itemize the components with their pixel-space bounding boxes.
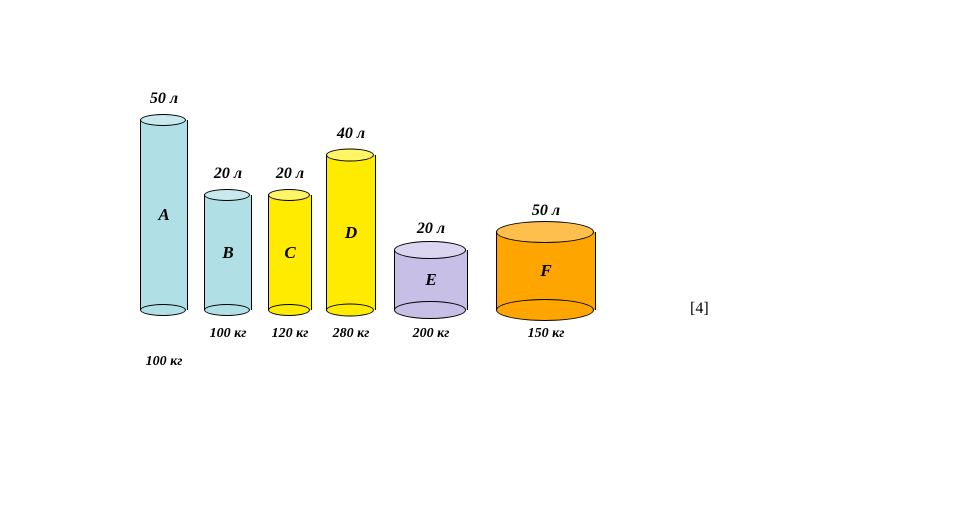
mass-label: 280 кг bbox=[326, 326, 376, 342]
cylinder-f: 50 лF150 кг bbox=[496, 232, 596, 310]
cylinder-bottom-ellipse bbox=[326, 304, 374, 317]
mass-label: 200 кг bbox=[394, 326, 468, 342]
cylinder-body: C bbox=[268, 195, 312, 310]
annotation-marker: [4] bbox=[690, 300, 709, 318]
volume-label: 20 л bbox=[394, 220, 468, 238]
cylinder-top-ellipse bbox=[140, 114, 186, 126]
cylinder-bottom-ellipse bbox=[496, 299, 594, 321]
cylinder-letter: B bbox=[222, 243, 233, 263]
cylinder-b: 20 лB100 кг bbox=[204, 195, 252, 310]
cylinder-top-ellipse bbox=[394, 241, 466, 259]
cylinder-top-ellipse bbox=[496, 221, 594, 243]
mass-label: 100 кг bbox=[140, 354, 188, 370]
mass-label: 150 кг bbox=[496, 326, 596, 342]
cylinder-top-ellipse bbox=[326, 149, 374, 162]
cylinder-diagram: 50 лA100 кг20 лB100 кг20 лC120 кг40 лD28… bbox=[140, 80, 670, 350]
cylinder-top-ellipse bbox=[204, 189, 250, 201]
cylinder-body: E bbox=[394, 250, 468, 310]
cylinder-body: A bbox=[140, 120, 188, 310]
cylinder-letter: A bbox=[158, 205, 169, 225]
cylinder-letter: F bbox=[540, 261, 551, 281]
cylinder-bottom-ellipse bbox=[204, 304, 250, 316]
volume-label: 40 л bbox=[326, 125, 376, 143]
cylinder-e: 20 лE200 кг bbox=[394, 250, 468, 310]
cylinder-letter: D bbox=[345, 223, 357, 243]
cylinder-bottom-ellipse bbox=[140, 304, 186, 316]
mass-label: 120 кг bbox=[268, 326, 312, 342]
cylinder-body: F bbox=[496, 232, 596, 310]
cylinder-letter: C bbox=[284, 243, 295, 263]
cylinder-c: 20 лC120 кг bbox=[268, 195, 312, 310]
volume-label: 50 л bbox=[496, 202, 596, 220]
cylinder-bottom-ellipse bbox=[268, 304, 310, 316]
volume-label: 50 л bbox=[140, 90, 188, 108]
cylinder-bottom-ellipse bbox=[394, 301, 466, 319]
cylinder-top-ellipse bbox=[268, 189, 310, 201]
cylinder-a: 50 лA100 кг bbox=[140, 120, 188, 310]
cylinder-body: D bbox=[326, 155, 376, 310]
mass-label: 100 кг bbox=[204, 326, 252, 342]
volume-label: 20 л bbox=[268, 165, 312, 183]
volume-label: 20 л bbox=[204, 165, 252, 183]
cylinder-letter: E bbox=[425, 270, 436, 290]
cylinder-body: B bbox=[204, 195, 252, 310]
cylinder-d: 40 лD280 кг bbox=[326, 155, 376, 310]
